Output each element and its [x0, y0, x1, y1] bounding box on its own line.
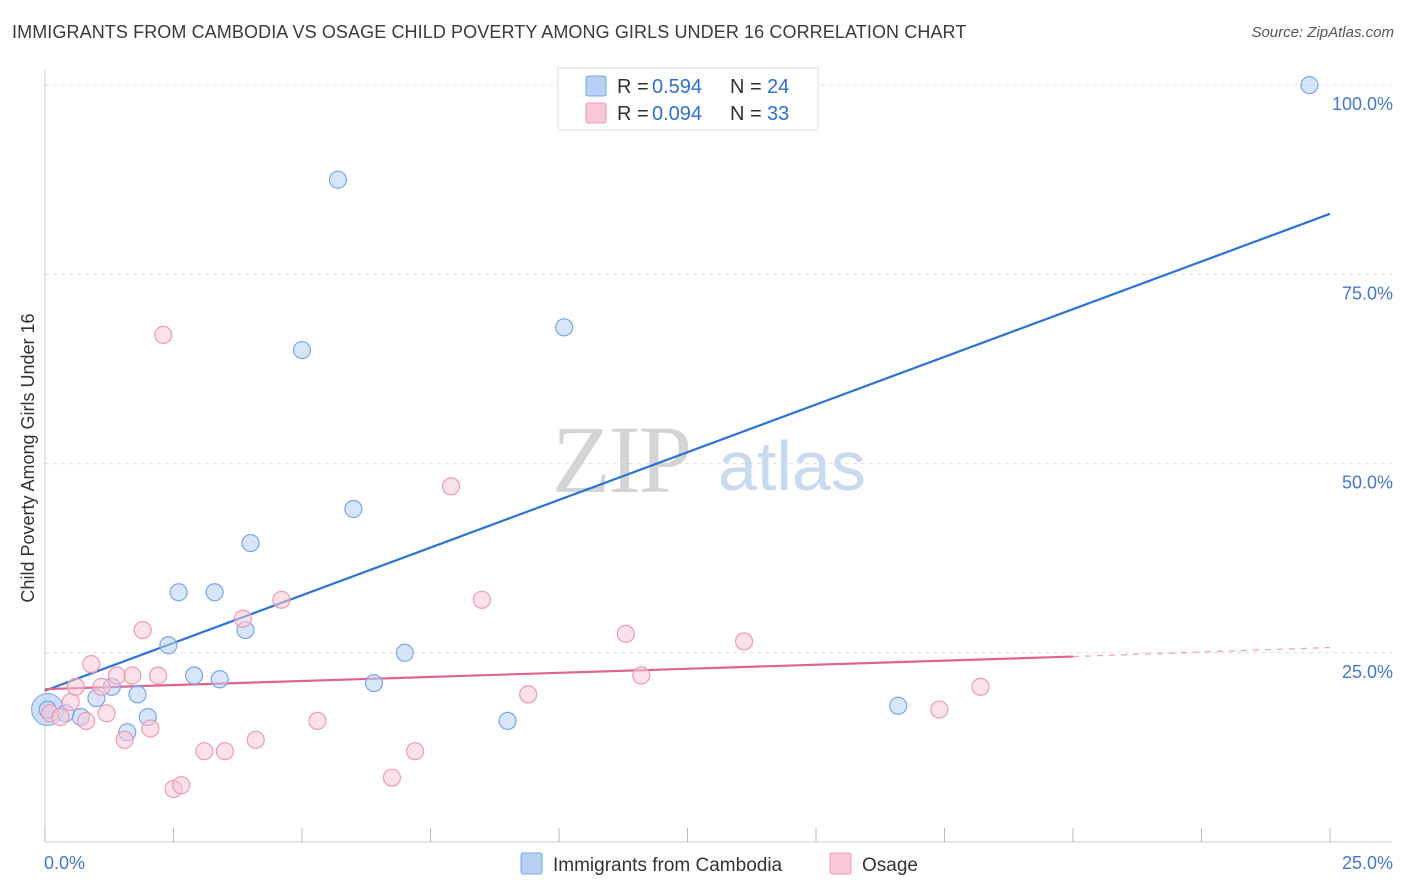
- point-osage-31: [930, 700, 949, 719]
- trend-line-cambodia: [44, 212, 1331, 692]
- bottom-legend: Immigrants from Cambodia Osage: [520, 852, 918, 876]
- point-osage-4: [77, 711, 96, 731]
- legend-r-label-osage: R =: [617, 103, 649, 125]
- y-tick-label-2: 75.0%: [1342, 283, 1393, 303]
- y-axis-label: Child Poverty Among Girls Under 16: [18, 313, 38, 602]
- trend-line-osage-extension: [1072, 646, 1331, 658]
- legend-swatch-cambodia: [585, 75, 607, 97]
- grid-lines: [45, 84, 1392, 654]
- watermark: ZIP atlas: [552, 406, 866, 513]
- y-tick-label-0: 25.0%: [1342, 662, 1393, 682]
- legend-n-label-osage: N =: [730, 103, 762, 125]
- legend-r-label-cambodia: R =: [617, 76, 649, 98]
- point-osage-23: [382, 768, 402, 787]
- legend-n-label-cambodia: N =: [730, 76, 762, 98]
- point-osage-6: [92, 677, 111, 696]
- y-tick-label-3: 100.0%: [1332, 94, 1393, 114]
- point-cambodia-8: [159, 636, 178, 655]
- bottom-legend-label-cambodia: Immigrants from Cambodia: [553, 855, 783, 876]
- point-cambodia-17: [344, 499, 363, 519]
- x-tick-label-1: 25.0%: [1342, 853, 1393, 873]
- point-osage-3: [66, 677, 85, 696]
- bottom-legend-swatch-osage: [829, 852, 852, 875]
- point-osage-26: [472, 590, 491, 609]
- point-osage-18: [215, 742, 234, 761]
- point-osage-21: [272, 590, 291, 609]
- point-cambodia-12: [210, 670, 229, 689]
- legend-r-value-osage: 0.094: [652, 103, 702, 125]
- point-osage-13: [148, 666, 168, 685]
- point-osage-7: [97, 704, 116, 723]
- legend-swatch-osage: [585, 102, 607, 124]
- legend-box: R = 0.594 N = 24 R = 0.094 N = 33: [557, 67, 819, 131]
- point-cambodia-10: [184, 666, 204, 685]
- legend-n-value-osage: 33: [767, 103, 789, 125]
- point-osage-16: [172, 776, 191, 795]
- point-cambodia-23: [1300, 76, 1319, 95]
- x-tick-labels: 0.0% 25.0%: [44, 853, 1393, 873]
- point-osage-1: [51, 708, 70, 727]
- point-cambodia-9: [169, 583, 188, 602]
- chart-source: Source: ZipAtlas.com: [1251, 24, 1394, 41]
- point-osage-9: [115, 730, 134, 749]
- chart-title: IMMIGRANTS FROM CAMBODIA VS OSAGE CHILD …: [12, 22, 967, 42]
- point-cambodia-22: [889, 696, 908, 715]
- point-osage-20: [246, 730, 265, 749]
- point-cambodia-20: [498, 711, 517, 731]
- data-points: [31, 76, 1319, 799]
- point-osage-11: [133, 620, 152, 640]
- point-cambodia-18: [364, 673, 384, 693]
- point-osage-25: [441, 477, 461, 496]
- point-cambodia-14: [241, 533, 260, 553]
- point-osage-32: [971, 677, 990, 696]
- legend-r-value-cambodia: 0.594: [652, 76, 702, 98]
- point-osage-27: [519, 685, 538, 704]
- point-osage-19: [233, 609, 252, 628]
- point-osage-28: [616, 624, 635, 643]
- point-osage-17: [195, 742, 214, 761]
- point-osage-2: [61, 692, 80, 712]
- point-cambodia-15: [292, 340, 312, 360]
- point-osage-14: [154, 325, 173, 345]
- bottom-legend-label-osage: Osage: [862, 855, 918, 876]
- point-osage-10: [123, 666, 142, 685]
- point-osage-5: [82, 655, 101, 674]
- point-osage-12: [141, 719, 160, 738]
- point-cambodia-11: [205, 583, 224, 602]
- legend-n-value-cambodia: 24: [767, 76, 789, 98]
- point-osage-8: [107, 666, 127, 685]
- point-cambodia-19: [395, 643, 414, 662]
- y-tick-labels: 25.0% 50.0% 75.0% 100.0%: [1332, 94, 1393, 682]
- point-cambodia-21: [555, 318, 574, 337]
- bottom-legend-swatch-cambodia: [520, 852, 543, 875]
- point-osage-24: [405, 742, 425, 761]
- watermark-atlas: atlas: [718, 427, 866, 505]
- point-osage-22: [308, 711, 327, 731]
- point-osage-30: [734, 632, 754, 651]
- y-tick-label-1: 50.0%: [1342, 473, 1393, 493]
- point-cambodia-16: [328, 170, 348, 189]
- x-tick-label-0: 0.0%: [44, 853, 85, 873]
- point-cambodia-6: [128, 685, 147, 704]
- point-osage-29: [632, 666, 651, 685]
